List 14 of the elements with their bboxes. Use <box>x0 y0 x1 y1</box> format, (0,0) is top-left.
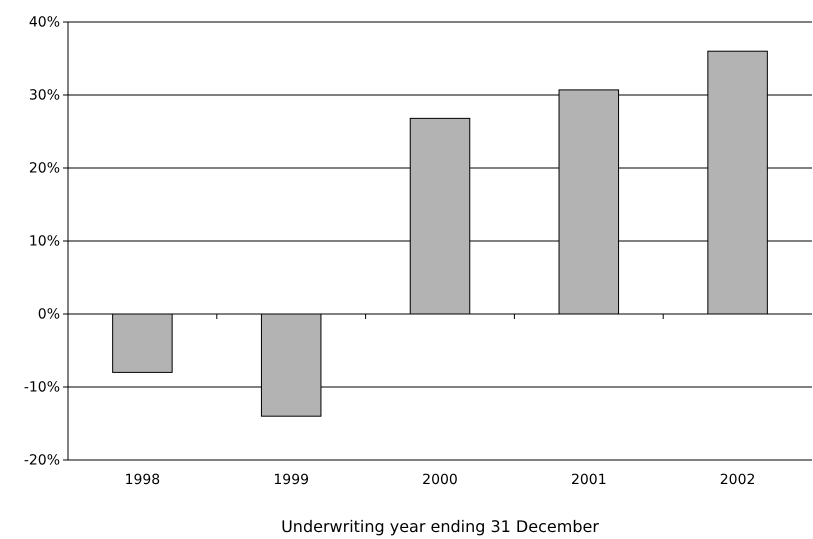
x-tick-label: 2000 <box>422 472 458 488</box>
y-tick-label: -10% <box>24 379 60 396</box>
y-tick-label: 20% <box>28 160 60 176</box>
y-tick-label: 30% <box>28 87 60 104</box>
x-axis-title: Underwriting year ending 31 December <box>281 517 600 536</box>
x-tick-label: 2002 <box>720 472 756 488</box>
y-tick-label: 40% <box>28 14 60 30</box>
bar <box>112 314 173 373</box>
y-tick-label: -20% <box>24 452 60 468</box>
y-tick-label: 0% <box>38 306 60 322</box>
x-tick-label: 2001 <box>570 472 607 488</box>
x-tick-label: 1999 <box>273 472 310 488</box>
x-tick-label: 1998 <box>124 472 160 488</box>
y-tick-label: 10% <box>28 233 60 250</box>
